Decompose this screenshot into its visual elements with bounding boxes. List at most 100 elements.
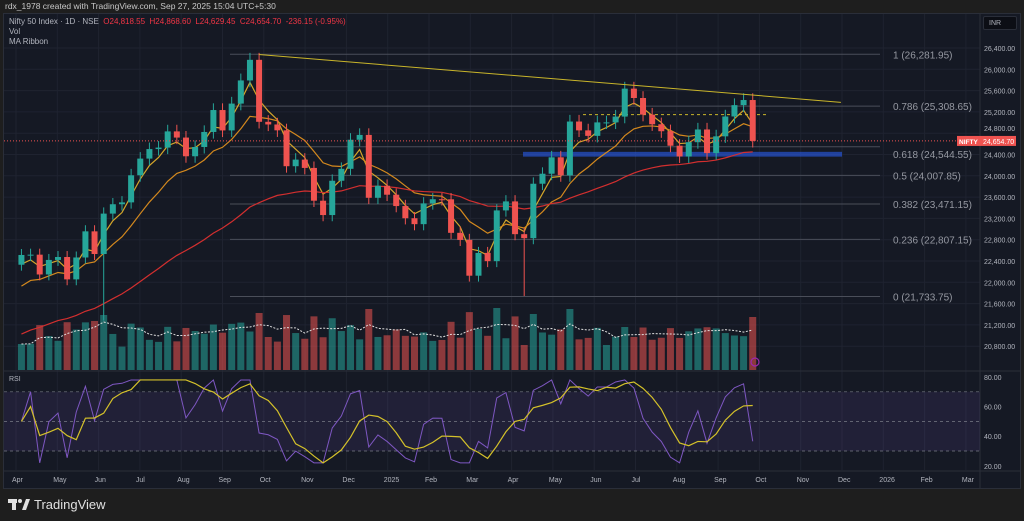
candle-body: [731, 105, 738, 117]
x-tick-label: Oct: [755, 477, 766, 484]
volume-bar: [685, 331, 693, 370]
volume-bar: [566, 309, 574, 370]
symbol-label[interactable]: Nifty 50 Index · 1D · NSE: [9, 17, 99, 26]
x-tick-label: Sep: [219, 477, 232, 484]
ma-ribbon-indicator-label[interactable]: MA Ribbon: [9, 37, 49, 46]
candle-body: [694, 129, 701, 143]
y-tick-label: 20,800.00: [984, 344, 1015, 351]
candle-body: [374, 185, 381, 198]
change-value: -236.15 (-0.95%): [285, 17, 346, 26]
x-tick-label: Jul: [632, 477, 641, 484]
candle-body: [411, 218, 418, 225]
x-tick-label: Dec: [838, 477, 851, 484]
candle-body: [329, 180, 336, 216]
currency-button[interactable]: INR: [983, 16, 1017, 30]
open-value: O24,818.55: [103, 17, 146, 26]
volume-bar: [493, 308, 501, 370]
fib-level-label: 0.382 (23,471.15): [893, 200, 972, 211]
x-tick-label: May: [549, 477, 563, 484]
x-tick-label: Apr: [12, 477, 24, 484]
volume-bar: [36, 325, 44, 370]
volume-bar: [319, 337, 327, 370]
volume-bar: [584, 337, 592, 370]
fib-level-label: 1 (26,281.95): [893, 50, 953, 61]
volume-bar: [612, 336, 620, 370]
volume-bar: [27, 343, 35, 370]
candle-body: [658, 124, 665, 132]
candle-body: [182, 137, 189, 157]
candle-body: [722, 116, 729, 137]
candle-body: [521, 234, 528, 239]
volume-bar: [712, 328, 720, 370]
volume-bar: [337, 331, 345, 370]
candle-body: [640, 98, 647, 115]
x-tick-label: Jun: [95, 477, 106, 484]
candle-body: [676, 145, 683, 157]
vol-indicator-label[interactable]: Vol: [9, 27, 21, 36]
ma-ribbon-mid-line: [21, 115, 753, 287]
fib-level-label: 0.5 (24,007.85): [893, 171, 961, 182]
volume-bar: [292, 333, 300, 370]
volume-bar: [209, 324, 217, 370]
volume-bar: [264, 337, 272, 370]
volume-bar: [630, 336, 638, 370]
candle-body: [356, 134, 363, 140]
candle-body: [603, 122, 610, 124]
candle-body: [137, 158, 144, 176]
fib-level-label: 0.618 (24,544.55): [893, 150, 972, 161]
candle-body: [100, 213, 107, 255]
volume-bar: [54, 340, 62, 370]
candle-body: [118, 202, 125, 205]
rsi-indicator-label[interactable]: RSI: [9, 376, 21, 383]
volume-bar: [730, 335, 738, 370]
candle-body: [310, 167, 317, 201]
candle-body: [438, 199, 445, 201]
y-tick-label: 24,400.00: [984, 153, 1015, 160]
volume-bar: [164, 326, 172, 370]
volume-bar: [392, 329, 400, 370]
candle-body: [630, 88, 637, 99]
volume-bar: [511, 316, 519, 370]
volume-bar: [109, 333, 117, 370]
chart-legend: Nifty 50 Index · 1D · NSE O24,818.55 H24…: [9, 17, 346, 47]
candle-body: [475, 252, 482, 276]
candle-body: [109, 204, 116, 214]
y-tick-label: 25,600.00: [984, 89, 1015, 96]
candle-body: [201, 131, 208, 147]
volume-bar: [447, 321, 455, 370]
candle-body: [45, 259, 52, 275]
x-tick-label: Apr: [508, 477, 520, 484]
y-tick-label: 23,600.00: [984, 195, 1015, 202]
candle-body: [713, 136, 720, 154]
candle-body: [146, 149, 153, 159]
volume-bar: [694, 328, 702, 370]
candle-body: [292, 159, 299, 167]
candle-body: [173, 131, 180, 138]
candle-body: [246, 59, 253, 81]
candle-body: [484, 252, 491, 262]
candle-body: [621, 88, 628, 117]
candle-body: [594, 122, 601, 136]
y-tick-label: 25,200.00: [984, 110, 1015, 117]
volume-bar: [529, 314, 537, 370]
candle-body: [576, 121, 583, 131]
y-tick-label: 23,200.00: [984, 216, 1015, 223]
candle-body: [420, 203, 427, 225]
rsi-tick-label: 60.00: [984, 405, 1002, 412]
y-tick-label: 26,000.00: [984, 67, 1015, 74]
fib-level-label: 0 (21,733.75): [893, 292, 953, 303]
y-tick-label: 21,200.00: [984, 323, 1015, 330]
candle-body: [493, 210, 500, 262]
volume-bar: [721, 333, 729, 370]
x-tick-label: Aug: [673, 477, 686, 484]
candle-body: [192, 146, 199, 157]
fib-level-label: 0.786 (25,308.65): [893, 102, 972, 113]
y-tick-label: 26,400.00: [984, 46, 1015, 53]
y-tick-label: 21,600.00: [984, 302, 1015, 309]
volume-bar: [200, 333, 208, 370]
candle-body: [210, 110, 217, 132]
x-tick-label: 2026: [879, 477, 895, 484]
volume-bar: [136, 327, 144, 370]
volume-bar: [703, 327, 711, 370]
